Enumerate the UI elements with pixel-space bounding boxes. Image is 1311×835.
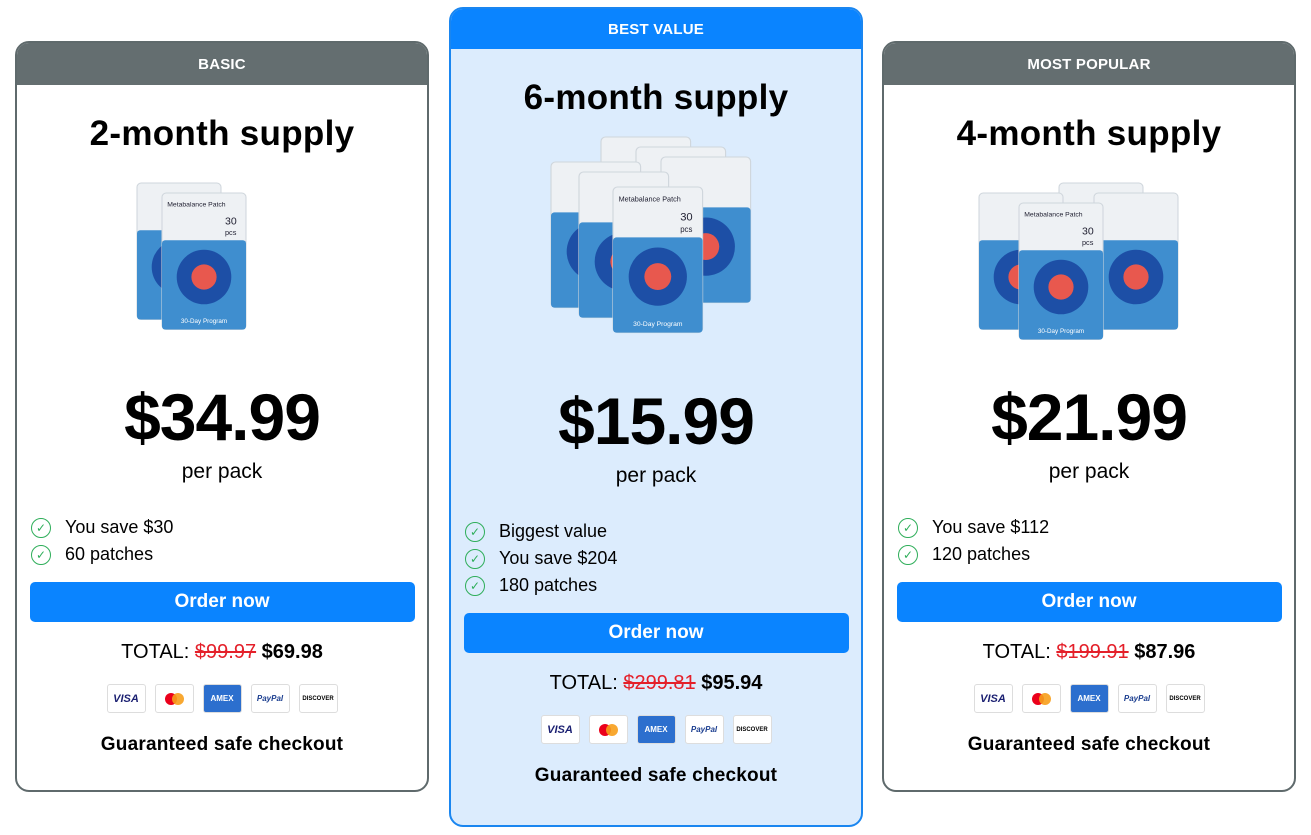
discover-icon: DISCOVER xyxy=(732,715,772,744)
amex-icon: AMEX xyxy=(202,684,242,713)
svg-text:30-Day Program: 30-Day Program xyxy=(1038,328,1084,335)
price-unit: per pack xyxy=(181,460,263,483)
new-total: $95.94 xyxy=(701,672,763,694)
product-pack: Metabalance Patch 30 pcs 30-Day Program xyxy=(1018,202,1104,341)
paypal-icon: PayPal xyxy=(684,715,724,744)
feature-text: 60 patches xyxy=(65,544,154,564)
mastercard-icon xyxy=(154,684,194,713)
feature-item: ✓ You save $30 xyxy=(31,514,427,541)
pricing-card-2: MOST POPULAR 4-month supply Metabalance … xyxy=(882,41,1296,792)
check-icon: ✓ xyxy=(31,517,51,538)
pricing-card-0: BASIC 2-month supply Metabalance Patch 3… xyxy=(15,41,429,792)
svg-text:30-Day Program: 30-Day Program xyxy=(633,321,683,328)
svg-text:Metabalance Patch: Metabalance Patch xyxy=(1024,212,1083,219)
card-badge: BASIC xyxy=(17,43,427,85)
old-total: $99.97 xyxy=(194,641,257,663)
price: $34.99 xyxy=(124,380,321,454)
plan-title: 6-month supply xyxy=(523,78,789,117)
feature-text: You save $112 xyxy=(932,517,1050,537)
price-unit: per pack xyxy=(615,464,697,487)
feature-text: 180 patches xyxy=(499,575,598,595)
feature-text: You save $204 xyxy=(499,548,618,568)
svg-text:30-Day Program: 30-Day Program xyxy=(181,318,227,325)
check-icon: ✓ xyxy=(898,544,918,565)
payment-methods: VISA AMEX PayPal DISCOVER xyxy=(973,684,1205,713)
plan-title: 4-month supply xyxy=(956,114,1222,153)
check-icon: ✓ xyxy=(465,548,485,569)
feature-list: ✓ Biggest value ✓ You save $204 ✓ 180 patches xyxy=(451,518,861,599)
svg-text:pcs: pcs xyxy=(1082,238,1094,247)
plan-title: 2-month supply xyxy=(89,114,355,153)
svg-text:30: 30 xyxy=(680,212,692,224)
total: TOTAL: $199.91 $87.96 xyxy=(983,639,1196,665)
product-pack: Metabalance Patch 30 pcs 30-Day Program xyxy=(612,186,704,334)
payment-methods: VISA AMEX PayPal DISCOVER xyxy=(106,684,338,713)
card-badge: BEST VALUE xyxy=(451,9,861,49)
old-total: $299.81 xyxy=(623,672,696,694)
feature-item: ✓ Biggest value xyxy=(465,518,861,545)
svg-text:Metabalance Patch: Metabalance Patch xyxy=(167,202,226,209)
price: $21.99 xyxy=(991,380,1188,454)
visa-icon: VISA xyxy=(106,684,146,713)
guarantee-text: Guaranteed safe checkout xyxy=(534,765,778,786)
product-image: Metabalance Patch 30 pcs 30-Day Program xyxy=(550,136,752,334)
check-icon: ✓ xyxy=(465,521,485,542)
pricing-card-1: BEST VALUE 6-month supply Metabalance Pa… xyxy=(449,7,863,827)
product-image: Metabalance Patch 30 pcs 30-Day Program xyxy=(136,182,247,331)
paypal-icon: PayPal xyxy=(250,684,290,713)
total-label: TOTAL: xyxy=(121,641,190,663)
feature-item: ✓ 60 patches xyxy=(31,541,427,568)
svg-text:pcs: pcs xyxy=(680,225,692,234)
mastercard-icon xyxy=(1021,684,1061,713)
feature-text: You save $30 xyxy=(65,517,174,537)
paypal-icon: PayPal xyxy=(1117,684,1157,713)
svg-text:Metabalance Patch: Metabalance Patch xyxy=(619,195,681,204)
guarantee-text: Guaranteed safe checkout xyxy=(967,734,1211,755)
order-now-button[interactable]: Order now xyxy=(29,582,415,622)
mastercard-icon xyxy=(588,715,628,744)
card-badge: MOST POPULAR xyxy=(884,43,1294,85)
svg-text:30: 30 xyxy=(1082,226,1094,238)
feature-item: ✓ You save $204 xyxy=(465,545,861,572)
new-total: $69.98 xyxy=(261,641,323,663)
svg-text:pcs: pcs xyxy=(225,228,237,237)
price-unit: per pack xyxy=(1048,460,1130,483)
total: TOTAL: $99.97 $69.98 xyxy=(121,639,323,665)
check-icon: ✓ xyxy=(465,575,485,596)
guarantee-text: Guaranteed safe checkout xyxy=(100,734,344,755)
amex-icon: AMEX xyxy=(636,715,676,744)
feature-text: 120 patches xyxy=(932,544,1031,564)
payment-methods: VISA AMEX PayPal DISCOVER xyxy=(540,715,772,744)
total: TOTAL: $299.81 $95.94 xyxy=(550,670,763,696)
discover-icon: DISCOVER xyxy=(1165,684,1205,713)
total-label: TOTAL: xyxy=(549,672,618,694)
feature-item: ✓ 120 patches xyxy=(898,541,1294,568)
price: $15.99 xyxy=(558,384,755,458)
product-pack xyxy=(1093,192,1179,331)
order-now-button[interactable]: Order now xyxy=(896,582,1282,622)
check-icon: ✓ xyxy=(31,544,51,565)
order-now-button[interactable]: Order now xyxy=(463,613,849,653)
new-total: $87.96 xyxy=(1134,641,1196,663)
svg-text:30: 30 xyxy=(225,216,237,228)
visa-icon: VISA xyxy=(540,715,580,744)
discover-icon: DISCOVER xyxy=(298,684,338,713)
product-pack: Metabalance Patch 30 pcs 30-Day Program xyxy=(161,192,247,331)
feature-text: Biggest value xyxy=(499,521,608,541)
old-total: $199.91 xyxy=(1056,641,1129,663)
product-image: Metabalance Patch 30 pcs 30-Day Program xyxy=(978,182,1179,341)
feature-item: ✓ 180 patches xyxy=(465,572,861,599)
check-icon: ✓ xyxy=(898,517,918,538)
feature-list: ✓ You save $112 ✓ 120 patches xyxy=(884,514,1294,568)
visa-icon: VISA xyxy=(973,684,1013,713)
amex-icon: AMEX xyxy=(1069,684,1109,713)
total-label: TOTAL: xyxy=(982,641,1051,663)
feature-list: ✓ You save $30 ✓ 60 patches xyxy=(17,514,427,568)
feature-item: ✓ You save $112 xyxy=(898,514,1294,541)
